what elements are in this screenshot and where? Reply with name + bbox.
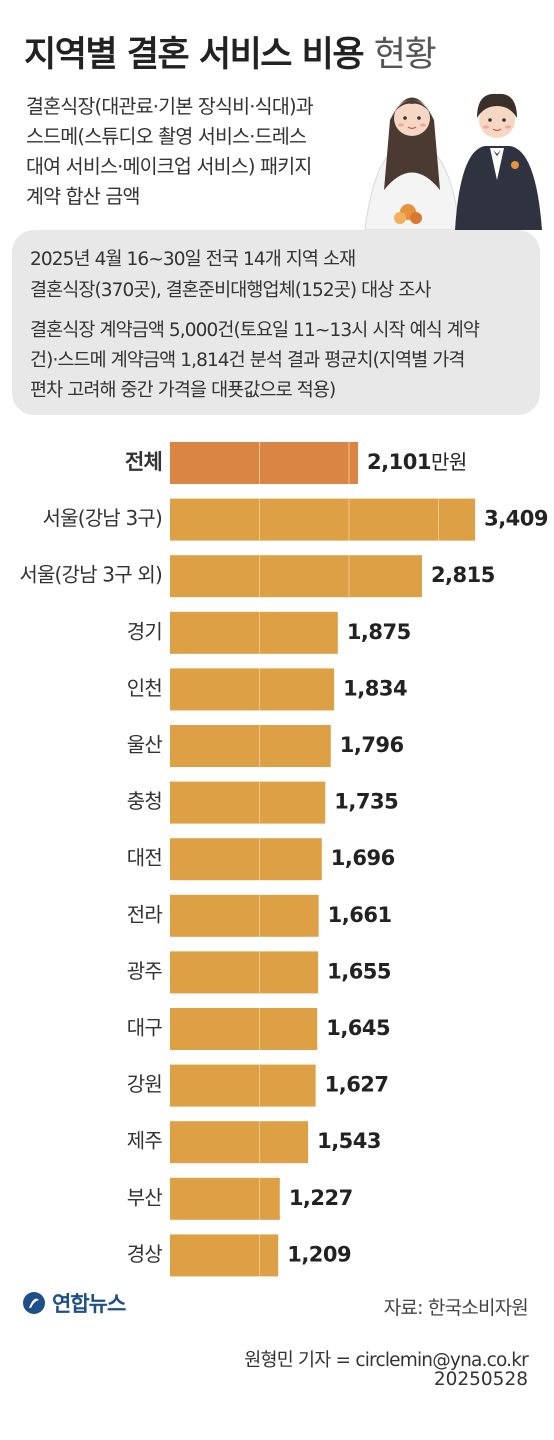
category-label: 울산 [127, 733, 163, 757]
bar [170, 498, 476, 541]
bar [170, 1064, 316, 1107]
category-label: 대전 [127, 846, 162, 870]
category-label: 인천 [127, 676, 162, 700]
unit-label: 만원 [431, 450, 467, 474]
bar [170, 442, 359, 484]
bar [170, 1234, 279, 1277]
value-label: 1,661 [328, 903, 392, 927]
page-title: 지역별 결혼 서비스 비용 현황 [24, 26, 437, 77]
note-line: 2025년 4월 16~30일 전국 14개 지역 소재 [30, 249, 356, 270]
value-label: 2,101만원 [367, 450, 467, 475]
yonhap-logo: 연합뉴스 [22, 1288, 126, 1318]
value-label: 3,409 [484, 507, 548, 531]
category-label: 광주 [127, 959, 163, 983]
logo-text: 연합뉴스 [52, 1292, 126, 1316]
value-label: 2,815 [431, 563, 495, 587]
category-label: 대구 [127, 1016, 163, 1040]
category-label: 전체 [125, 450, 162, 474]
value-label: 1,227 [289, 1186, 353, 1210]
bar [170, 951, 319, 994]
title-bold: 지역별 결혼 서비스 비용 [24, 35, 365, 75]
description-line: 결혼식장(대관료·기본 장식비·식대)과 [26, 95, 314, 118]
category-label: 전라 [127, 902, 163, 926]
value-label: 1,627 [325, 1073, 389, 1097]
note-line: 편차 고려해 중간 가격을 대푯값으로 적용) [30, 380, 336, 401]
bar [170, 1008, 318, 1050]
bar [170, 1121, 309, 1164]
value-label: 1,209 [287, 1242, 351, 1266]
category-label: 경상 [127, 1242, 163, 1266]
bar [170, 838, 322, 881]
date-text: 20250528 [433, 1369, 528, 1390]
bar [170, 894, 319, 937]
reporter-text: 원형민 기자 = circlemin@yna.co.kr [244, 1350, 529, 1371]
category-label: 충청 [127, 789, 162, 813]
value-label: 1,543 [317, 1129, 381, 1153]
bar [170, 725, 331, 767]
yonhap-logo-icon [23, 1292, 45, 1314]
category-label: 강원 [127, 1072, 162, 1096]
survey-note-box [12, 230, 540, 415]
description-line: 스드메(스튜디오 촬영 서비스·드레스 [26, 125, 307, 148]
bar [170, 668, 335, 711]
note-line: 결혼식장 계약금액 5,000건(토요일 11~13시 시작 예식 계약 [30, 320, 480, 341]
note-line: 결혼식장(370곳), 결혼준비대행업체(152곳) 대상 조사 [30, 280, 431, 301]
bar [170, 781, 326, 824]
bar [170, 611, 338, 654]
value-label: 1,796 [340, 733, 404, 757]
description-line: 계약 합산 금액 [26, 185, 140, 208]
value-label: 1,696 [331, 846, 395, 870]
note-line: 건)·스드메 계약금액 1,814건 분석 결과 평균치(지역별 가격 [30, 350, 465, 371]
category-label: 부산 [127, 1185, 163, 1209]
value-label: 1,834 [343, 676, 407, 700]
value-label: 1,735 [334, 790, 398, 814]
value-label: 1,645 [326, 1016, 390, 1040]
value-label: 1,655 [327, 959, 391, 983]
value-label: 1,875 [347, 620, 411, 644]
description-line: 대여 서비스·메이크업 서비스) 패키지 [26, 155, 312, 178]
bar [170, 1177, 280, 1220]
category-label: 경기 [127, 619, 162, 643]
bar [170, 555, 422, 598]
category-label: 제주 [127, 1129, 163, 1153]
category-label: 서울(강남 3구) [43, 506, 163, 530]
couple-illustration [364, 93, 542, 230]
source-text: 자료: 한국소비자원 [383, 1297, 529, 1319]
title-light: 현황 [373, 35, 437, 75]
category-label: 서울(강남 3구 외) [19, 563, 162, 587]
